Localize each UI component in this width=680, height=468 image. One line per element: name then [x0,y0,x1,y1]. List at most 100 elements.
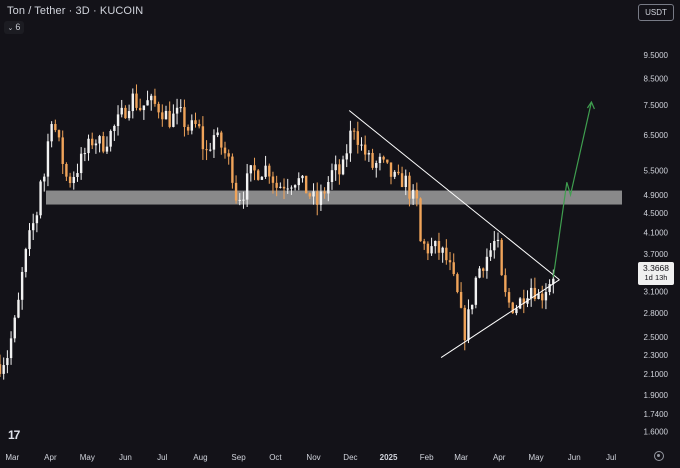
candle-body [186,126,190,131]
y-tick-label: 8.5000 [644,74,669,83]
candle-body [150,95,153,101]
candle-body [441,247,444,253]
y-tick-label: 4.5000 [644,209,669,218]
candle-body [419,198,422,242]
candle-body [349,130,352,154]
candle-body [459,291,463,308]
candle-body [50,124,53,142]
candle-body [9,338,13,359]
candle-body [415,189,419,199]
candle-body [363,144,367,155]
x-tick-label: Nov [306,453,320,462]
candle-body [157,103,160,113]
candle-body [352,130,356,132]
x-tick-label: Mar [454,453,468,462]
candle-body [138,107,142,111]
candle-body [57,130,61,138]
candle-body [386,159,389,163]
candle-body [94,143,98,146]
candle-body [216,132,219,136]
candle-body [430,246,433,254]
currency-badge[interactable]: USDT [638,4,674,21]
candle-body [109,130,112,147]
candle-body [293,185,297,188]
candle-body [297,178,300,186]
candle-body [544,292,548,301]
candle-body [76,173,79,177]
x-tick-label: Mar [5,453,19,462]
candle-body [400,173,404,187]
x-tick-label: May [80,453,95,462]
candle-body [223,147,227,154]
candle-body [338,164,341,175]
candle-body [31,223,35,231]
candle-body [382,156,385,160]
indicator-toggle[interactable]: ⌄ 6 [4,21,24,34]
candle-body [489,250,492,257]
projection-arrowhead [586,100,595,110]
candle-body [389,162,393,177]
candle-body [367,152,371,155]
candle-body [445,247,448,261]
candle-body [260,176,264,180]
candle-body [327,182,330,194]
candle-body [548,284,551,293]
y-tick-label: 4.9000 [644,191,669,200]
candle-body [323,191,326,194]
candle-body [197,124,201,127]
candle-body [319,191,323,205]
tradingview-logo[interactable]: 17 [8,428,20,442]
candle-body [209,149,212,151]
candle-body [316,191,319,205]
x-tick-label: Jul [157,453,167,462]
candle-body [537,293,540,299]
candle-body [61,137,64,164]
chart-title[interactable]: Ton / Tether · 3D · KUCOIN [7,5,144,17]
indicator-count: 6 [15,22,21,32]
candle-body [172,113,175,127]
y-tick-label: 5.5000 [644,166,669,175]
candle-body [375,163,378,168]
candle-body [301,175,304,179]
candle-body [234,182,238,201]
candle-body [404,175,407,187]
candle-body [485,256,489,271]
candle-body [360,144,363,146]
y-tick-label: 1.7400 [644,410,669,419]
gear-icon[interactable] [654,451,664,461]
candle-body [105,146,109,152]
candle-body [271,176,275,183]
candle-body [153,95,157,104]
candle-body [98,136,101,144]
chevron-down-icon: ⌄ [7,25,14,32]
candle-body [282,186,286,189]
x-tick-label: Jun [119,453,132,462]
candle-body [434,241,437,247]
candle-body [279,186,282,188]
y-tick-label: 2.3000 [644,351,669,360]
y-tick-label: 2.8000 [644,309,669,318]
candle-body [341,159,345,175]
candle-body [164,110,168,120]
candle-body [179,107,182,109]
candle-body [245,173,249,200]
triangle-upper-line [348,110,560,281]
candle-body [507,292,511,303]
candle-body [120,107,123,115]
candle-body [312,191,315,197]
candle-body [65,163,68,177]
candle-body [35,215,39,224]
candle-body [474,277,478,305]
candle-body [2,365,5,374]
candle-body [264,165,267,177]
candle-body [83,153,87,155]
candle-body [552,278,555,285]
candle-body [116,114,120,126]
y-tick-label: 9.5000 [644,51,669,60]
x-tick-label: Sep [231,453,246,462]
candle-body [470,304,474,310]
candle-body [463,307,466,341]
triangle-lower-line [440,279,560,358]
candle-body [411,189,415,199]
